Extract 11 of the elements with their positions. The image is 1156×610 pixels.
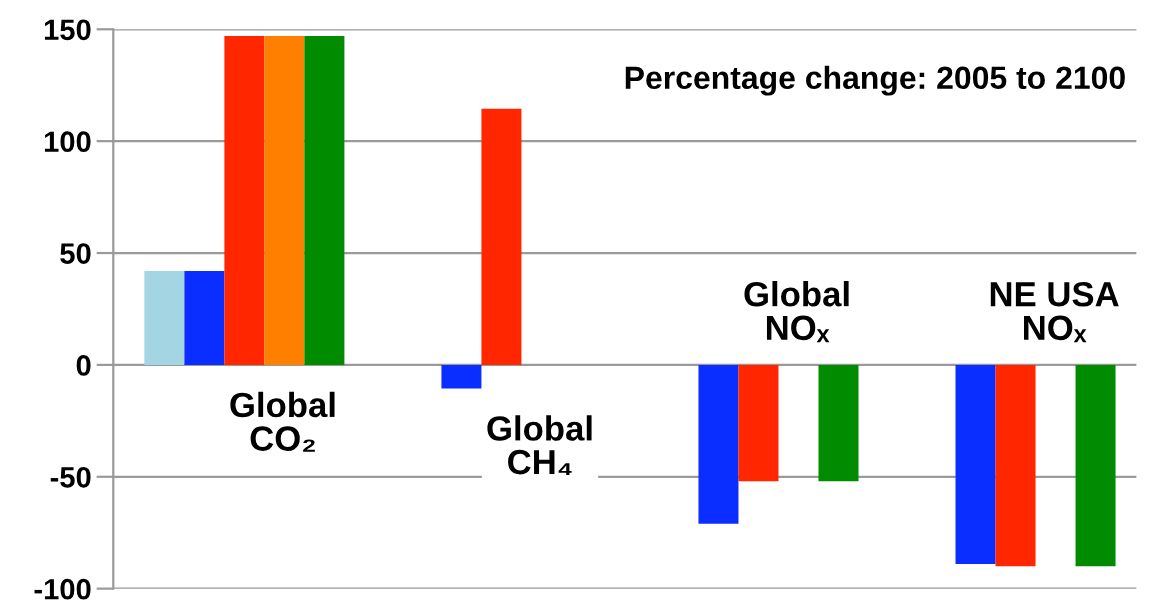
text: Percentage change: 2005 to 2100: [625, 65, 1125, 96]
x-tick-label: Global NOₓ: [744, 281, 849, 343]
y-tick-label: 150: [44, 19, 91, 41]
y-tick-label: 0: [76, 355, 91, 376]
y-tick-label: -50: [50, 466, 91, 488]
x-tick-label: Global CH₄: [487, 415, 592, 476]
x-tick-label: NE USA NOₓ: [990, 281, 1119, 343]
y-tick-label: -100: [34, 578, 91, 600]
y-tick-label: 100: [44, 131, 91, 153]
y-tick-label: 50: [60, 243, 91, 264]
x-tick-label: Global CO₂: [230, 391, 335, 452]
